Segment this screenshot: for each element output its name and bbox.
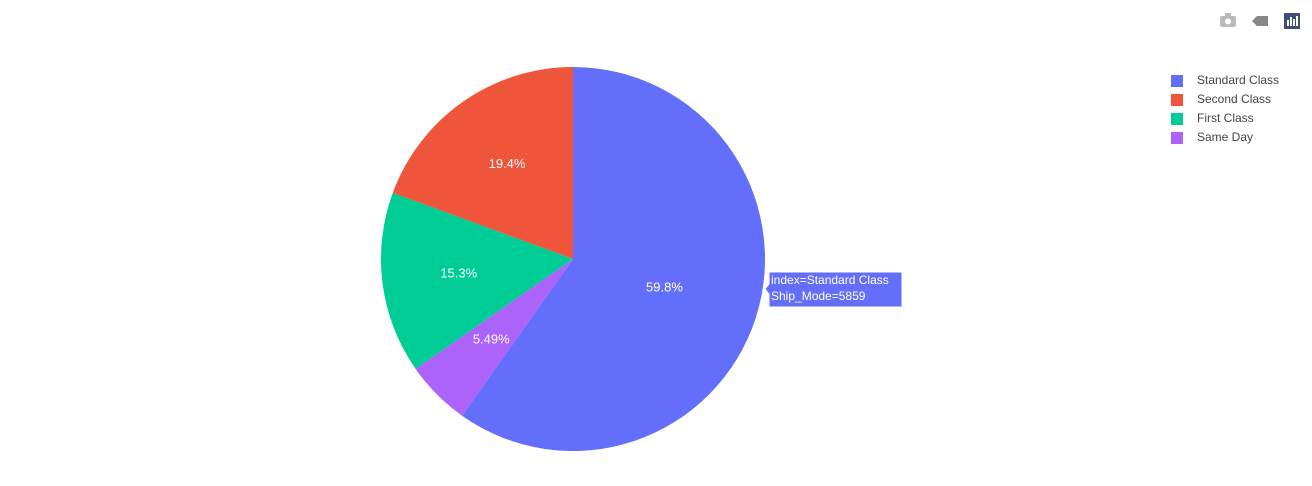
logo-bar	[1290, 17, 1292, 26]
modebar	[1220, 13, 1300, 29]
legend-swatch	[1171, 75, 1183, 87]
logo-bar	[1293, 19, 1295, 26]
legend-swatch	[1171, 132, 1183, 144]
legend-swatch	[1171, 113, 1183, 125]
pie-slice	[392, 67, 573, 259]
tooltip-line: index=Standard Class	[771, 273, 889, 287]
slice-label: 5.49%	[473, 332, 510, 347]
plotly-logo[interactable]	[1284, 13, 1300, 29]
slice-label: 59.8%	[646, 280, 683, 295]
legend-label: Standard Class	[1197, 73, 1279, 87]
camera-icon[interactable]	[1220, 13, 1236, 27]
pie-slice	[462, 67, 765, 451]
legend-swatch	[1171, 94, 1183, 106]
hover-tooltip: index=Standard Class Ship_Mode=5859	[764, 271, 903, 308]
camera-lens[interactable]	[1225, 18, 1231, 25]
legend-label: Second Class	[1197, 92, 1271, 106]
legend-label: First Class	[1197, 111, 1254, 125]
pie-slice	[415, 259, 573, 416]
slice-label: 19.4%	[489, 156, 526, 171]
legend-label: Same Day	[1197, 130, 1253, 144]
logo-bar	[1296, 16, 1298, 26]
camera-top[interactable]	[1225, 13, 1231, 17]
slice-label: 15.3%	[440, 265, 477, 280]
autoscale-icon[interactable]	[1252, 16, 1268, 26]
tooltip-box	[764, 271, 903, 308]
pie-slice	[380, 192, 573, 369]
tooltip-line: Ship_Mode=5859	[771, 289, 866, 303]
logo-bar	[1287, 20, 1289, 26]
